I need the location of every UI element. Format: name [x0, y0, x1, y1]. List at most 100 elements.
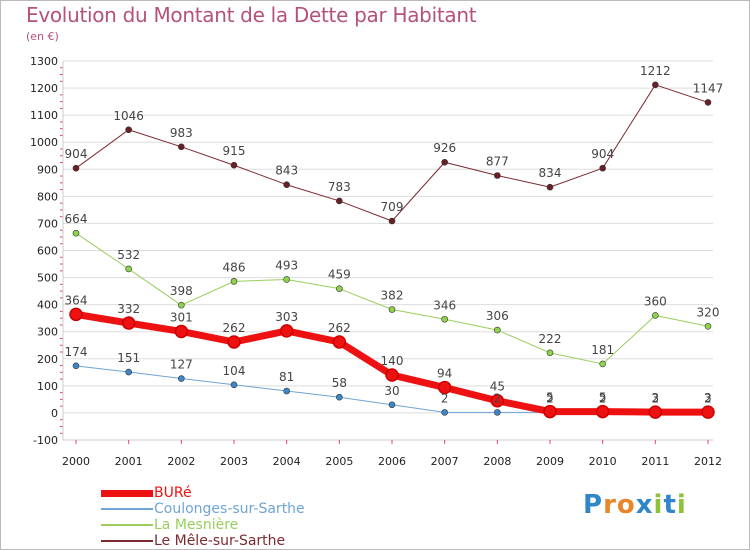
data-label: 1212 [640, 64, 671, 78]
data-label-layer: 904 1046 983 915 843 783 709 926 877 834 904 1212 11… [65, 64, 724, 406]
data-point [178, 375, 185, 382]
legend-label: BURé [154, 485, 192, 501]
data-label: 532 [117, 248, 140, 262]
y-tick-label: 1300 [30, 55, 58, 68]
chart-unit-label: (en €) [26, 30, 59, 43]
logo-letter: r [603, 490, 617, 520]
legend-label: Le Mêle-sur-Sarthe [154, 533, 286, 549]
data-label: 783 [328, 180, 351, 194]
y-tick-label: 600 [37, 245, 58, 258]
series-group [69, 307, 715, 419]
legend-swatch [101, 540, 153, 542]
data-label: 3 [704, 391, 712, 405]
series-layer [69, 81, 715, 419]
data-point [174, 324, 189, 339]
data-label: 5 [599, 391, 607, 405]
data-label: 926 [433, 141, 456, 155]
data-point [701, 405, 715, 419]
data-label: 104 [223, 364, 246, 378]
data-label: 58 [332, 376, 347, 390]
series-group [72, 81, 712, 225]
x-tick-label: 2008 [483, 455, 511, 468]
y-tick-label: 100 [37, 380, 58, 393]
data-point [72, 164, 80, 172]
data-point [178, 143, 185, 151]
data-point [283, 181, 290, 189]
y-tick-label: 700 [37, 217, 58, 230]
data-label: 398 [170, 284, 193, 298]
data-point [230, 161, 238, 169]
y-tick-label: 400 [37, 299, 58, 312]
y-tick-label: -100 [33, 434, 58, 447]
data-point [336, 285, 343, 292]
data-label: 983 [170, 126, 193, 140]
data-point [230, 278, 238, 285]
data-point [125, 368, 132, 376]
axis-layer: -100 0 100 200 300 400 500 600 700 800 900 1000 1100… [30, 55, 722, 468]
y-tick-label: 900 [37, 163, 58, 176]
y-tick-label: 200 [37, 353, 58, 366]
legend-label: Coulonges-sur-Sarthe [154, 501, 305, 517]
data-label: 151 [117, 351, 140, 365]
data-label: 834 [539, 166, 562, 180]
logo-letter: P [583, 490, 604, 520]
x-tick-label: 2005 [325, 455, 353, 468]
x-tick-label: 2012 [694, 455, 722, 468]
chart-title: Evolution du Montant de la Dette par Hab… [26, 3, 477, 27]
data-point [546, 349, 554, 357]
data-point [494, 172, 501, 179]
y-tick-label: 500 [37, 272, 58, 285]
x-tick-label: 2003 [220, 455, 248, 468]
data-point [69, 307, 83, 322]
x-tick-label: 2010 [589, 455, 617, 468]
data-label: 360 [644, 294, 667, 308]
x-tick-label: 2006 [378, 455, 406, 468]
data-label: 262 [223, 321, 246, 335]
data-point [441, 315, 448, 323]
x-tick-label: 2000 [62, 455, 90, 468]
y-tick-label: 1200 [30, 82, 58, 95]
data-point [336, 197, 343, 205]
data-point [546, 183, 554, 191]
data-label: 5 [546, 391, 554, 405]
data-point [704, 99, 712, 106]
data-label: 2 [599, 391, 607, 405]
data-point [543, 404, 557, 419]
data-point [178, 301, 185, 309]
data-point [125, 126, 132, 134]
data-label: 332 [117, 302, 140, 316]
data-label: 262 [328, 321, 351, 335]
x-tick-label: 2004 [273, 455, 301, 468]
legend-label: La Mesnière [154, 517, 239, 533]
data-label: 382 [381, 289, 404, 303]
data-label: 81 [279, 370, 294, 384]
data-point [494, 326, 501, 334]
data-point [385, 368, 399, 382]
data-label: 2 [704, 391, 712, 405]
data-label: 493 [275, 258, 298, 272]
data-label: 2 [441, 391, 449, 405]
data-point [227, 335, 241, 349]
data-point [599, 164, 606, 172]
data-point [72, 362, 80, 370]
data-point [652, 312, 659, 319]
data-label: 904 [591, 147, 614, 161]
data-label: 222 [539, 332, 562, 346]
y-tick-label: 300 [37, 326, 58, 339]
data-label: 664 [65, 212, 88, 226]
logo-letter: i [676, 490, 687, 520]
data-label: 3 [652, 391, 660, 405]
data-label: 174 [65, 345, 88, 359]
y-tick-label: 1000 [30, 136, 58, 149]
data-point [494, 409, 501, 416]
data-label: 2 [494, 391, 502, 405]
data-label: 346 [433, 298, 456, 312]
data-label: 2 [546, 391, 554, 405]
y-tick-label: 800 [37, 190, 58, 203]
data-label: 904 [65, 147, 88, 161]
logo-letter: x [635, 490, 654, 520]
data-point [441, 158, 448, 166]
legend-swatch [101, 524, 153, 526]
data-label: 1147 [693, 81, 724, 95]
